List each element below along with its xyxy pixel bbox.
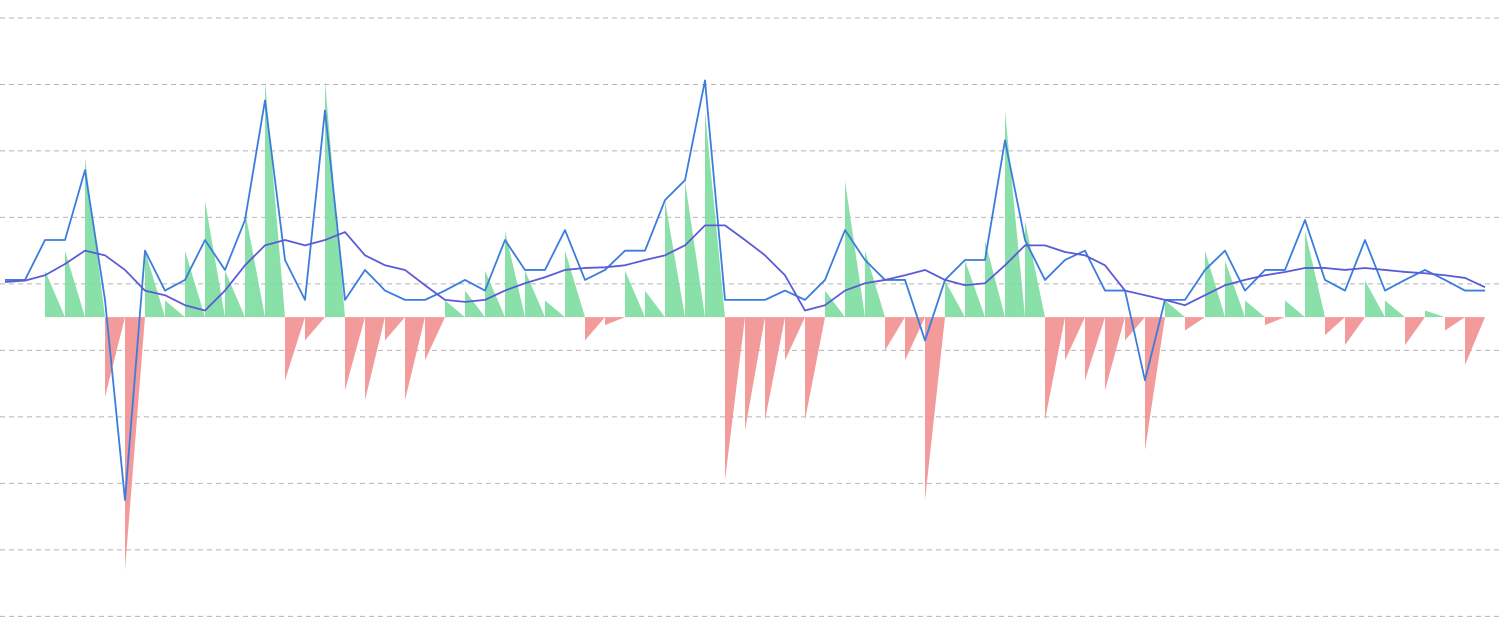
area	[5, 80, 1485, 570]
line	[4, 224, 1486, 312]
line	[5, 79, 1485, 501]
